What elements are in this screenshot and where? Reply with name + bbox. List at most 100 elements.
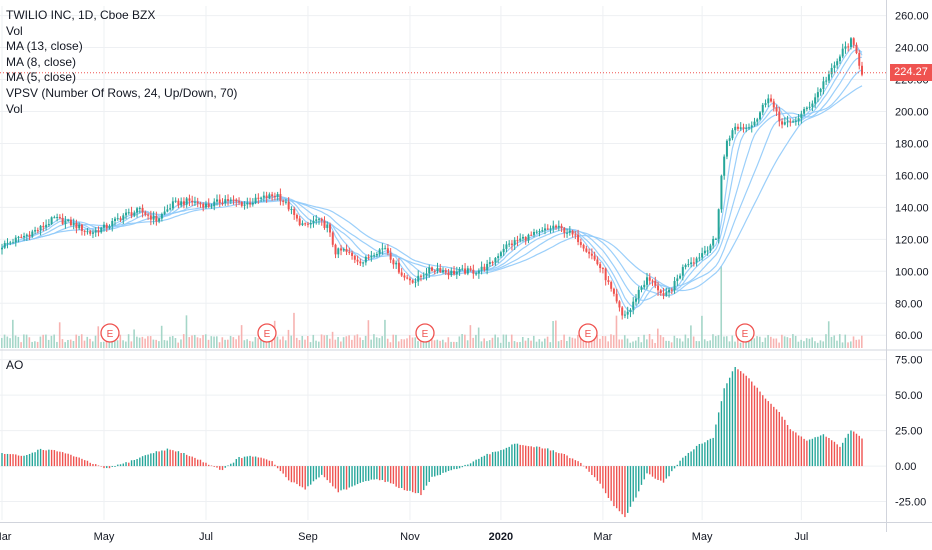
ao-bar — [312, 466, 315, 482]
ao-bar — [855, 433, 858, 467]
ao-bar — [274, 464, 276, 467]
volume-bar — [45, 334, 47, 348]
ao-bar — [354, 466, 356, 486]
volume-bar — [149, 336, 152, 348]
indicator-ma13[interactable]: MA (13, close) — [6, 39, 83, 54]
ao-bar — [362, 466, 364, 482]
candle-body — [20, 236, 23, 238]
volume-bar — [199, 338, 202, 348]
ao-bar — [580, 462, 582, 467]
volume-bar — [527, 337, 530, 348]
volume-bar — [615, 315, 618, 348]
candle-body — [847, 46, 850, 48]
volume-bar — [309, 342, 312, 348]
ao-bar — [660, 466, 662, 481]
indicator-ma5[interactable]: MA (5, close) — [6, 70, 77, 85]
ao-bar — [436, 466, 439, 476]
ao-bar — [717, 412, 720, 467]
ao-bar — [797, 435, 800, 467]
ao-bar — [439, 466, 441, 475]
candle-body — [273, 196, 276, 198]
ao-bar — [194, 457, 196, 467]
volume-bar — [499, 342, 502, 348]
volume-bar — [331, 331, 334, 348]
ao-bar — [296, 466, 298, 485]
volume-bar — [442, 339, 444, 348]
ao-bar — [842, 442, 844, 467]
candle-body — [483, 266, 486, 270]
candle-body — [566, 232, 569, 234]
volume-bar — [290, 335, 293, 348]
ao-bar — [39, 448, 42, 467]
volume-bar — [808, 338, 811, 348]
ao-bar — [26, 454, 28, 467]
ao-bar — [83, 460, 86, 467]
candle-body — [196, 201, 199, 204]
indicator-vpsv[interactable]: VPSV (Number Of Rows, 24, Up/Down, 70) — [6, 85, 238, 100]
ao-bar — [844, 437, 847, 467]
indicator-vol[interactable]: Vol — [6, 101, 23, 116]
ao-bar — [571, 458, 574, 467]
ao-bar — [304, 466, 306, 490]
candle-body — [279, 194, 282, 201]
candle-body — [836, 61, 839, 66]
earnings-marker-label: E — [585, 329, 592, 340]
volume-bar — [42, 334, 44, 348]
ao-bar — [158, 451, 160, 467]
volume-bars — [1, 266, 863, 348]
candle-body — [670, 289, 673, 291]
ao-bar — [610, 466, 612, 501]
candle-body — [83, 230, 86, 232]
candle-body — [604, 268, 607, 281]
candle-body — [491, 262, 494, 264]
candle-body — [351, 252, 354, 256]
ao-bar — [431, 466, 433, 477]
candle-body — [166, 209, 169, 212]
ao-bar — [519, 444, 521, 467]
candle-body — [698, 257, 701, 259]
ao-bar — [547, 448, 549, 467]
ao-bar — [285, 466, 287, 478]
volume-bar — [519, 341, 521, 348]
ao-bar — [676, 464, 679, 467]
volume-bar — [262, 341, 265, 348]
ao-bar — [715, 424, 717, 467]
ma-line-30 — [1, 85, 863, 292]
volume-bar — [739, 342, 742, 348]
volume-bar — [701, 315, 703, 348]
candle-body — [392, 259, 395, 265]
candle-body — [464, 268, 467, 274]
candle-body — [665, 292, 668, 296]
volume-bar — [604, 336, 607, 348]
candle-body — [367, 256, 370, 258]
ao-panel-label[interactable]: AO — [6, 358, 24, 372]
candle-body — [389, 253, 392, 260]
time-axis: Mar May Jul Sep Nov 2020 Mar May Jul — [0, 531, 808, 543]
volume-bar — [797, 341, 800, 348]
candle-body — [249, 202, 252, 205]
volume-bar — [637, 336, 640, 348]
ao-bar — [17, 455, 20, 467]
volume-bar — [213, 336, 215, 348]
volume-bar — [692, 336, 695, 348]
candle-body — [406, 277, 409, 279]
ao-bar — [395, 466, 397, 487]
ao-bar — [417, 466, 419, 494]
symbol-title[interactable]: TWILIO INC, 1D, Cboe BZX — [6, 8, 156, 22]
candle-body — [778, 111, 781, 122]
ao-bar — [693, 449, 695, 467]
volume-bar — [775, 338, 778, 348]
ao-bar — [502, 449, 505, 467]
candle-body — [469, 268, 472, 270]
price-tick-label: 120.00 — [895, 234, 929, 246]
earnings-marker — [257, 323, 277, 343]
volume-bar — [323, 335, 326, 348]
candle-body — [94, 230, 97, 233]
ao-bar — [811, 438, 814, 467]
ao-bar — [828, 437, 830, 467]
candle-body — [825, 80, 828, 82]
volume-bar — [6, 336, 9, 348]
volume-bar — [97, 326, 100, 348]
indicator-ma8[interactable]: MA (8, close) — [6, 54, 77, 69]
